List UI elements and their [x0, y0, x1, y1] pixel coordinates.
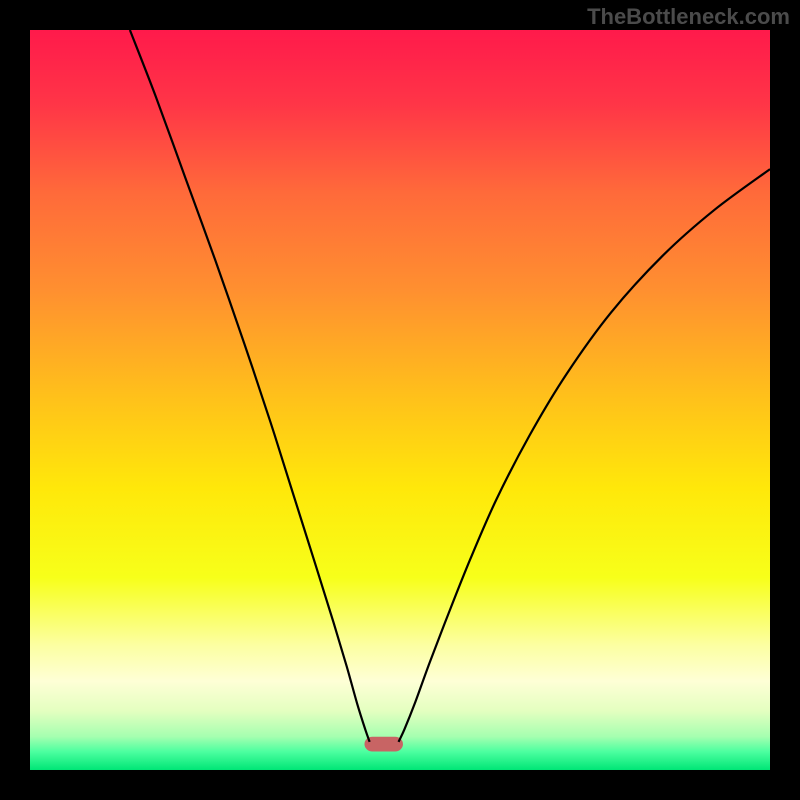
watermark-text: TheBottleneck.com [587, 4, 790, 30]
plot-gradient-background [30, 30, 770, 770]
bottleneck-minimum-marker [364, 737, 402, 752]
bottleneck-chart [0, 0, 800, 800]
